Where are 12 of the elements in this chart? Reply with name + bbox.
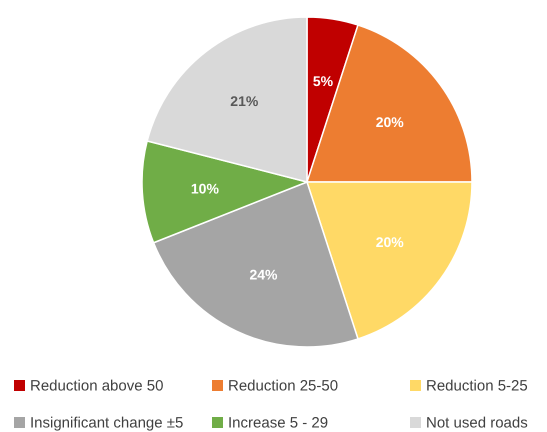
- legend-label: Insignificant change ±5: [30, 414, 184, 432]
- data-label: 20%: [376, 114, 404, 130]
- data-label: 24%: [249, 266, 278, 283]
- legend-label: Increase 5 - 29: [228, 414, 328, 432]
- legend-label: Reduction 25-50: [228, 378, 338, 394]
- data-label: 21%: [230, 93, 259, 110]
- legend-label: Reduction 5-25: [426, 378, 528, 394]
- data-label: 10%: [190, 180, 220, 196]
- data-label: 20%: [376, 234, 404, 250]
- legend-label: Not used roads: [426, 414, 528, 432]
- data-label: 5%: [312, 72, 334, 89]
- legend-label: Reduction above 50: [30, 378, 164, 394]
